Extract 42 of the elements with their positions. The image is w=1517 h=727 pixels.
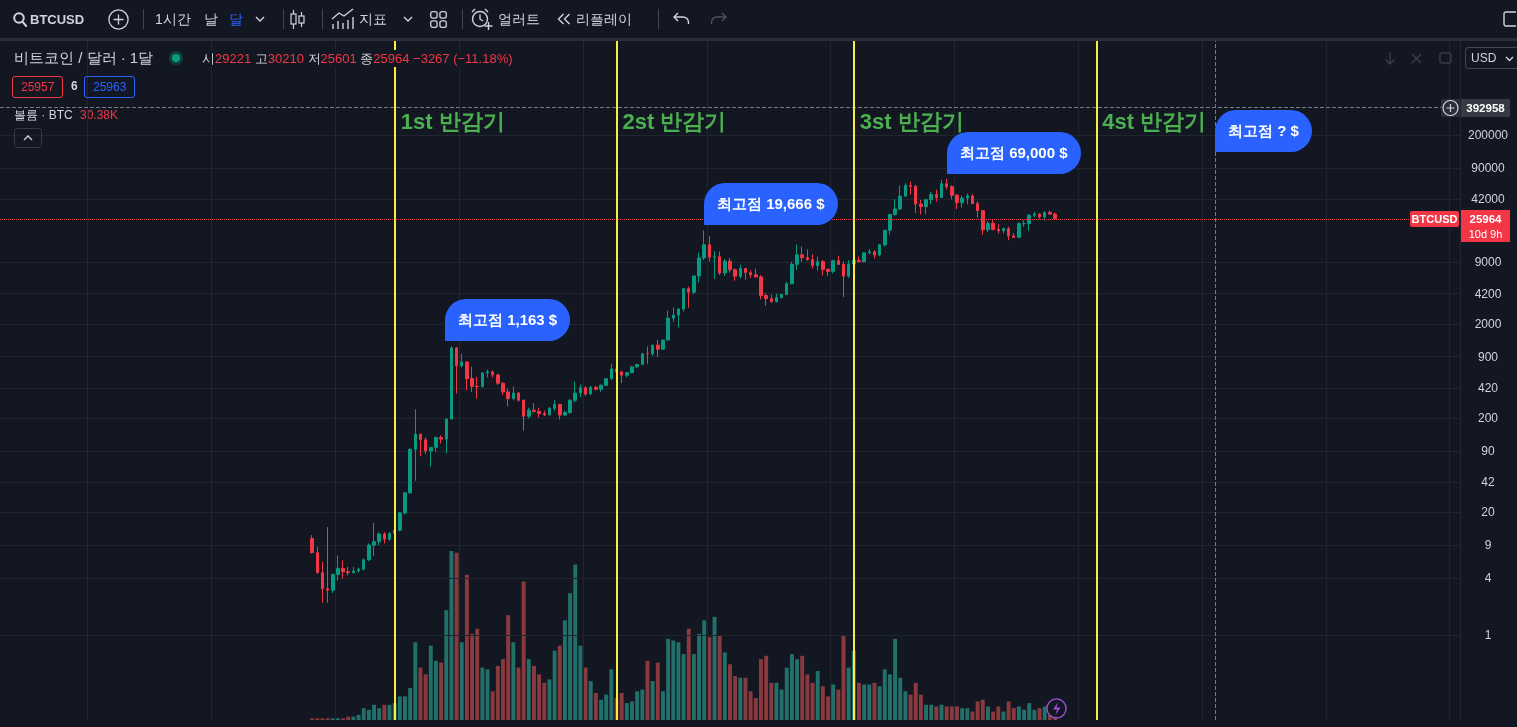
- text: 달: [229, 11, 243, 27]
- y-tick-label: 200000: [1467, 128, 1509, 143]
- annotation: 1st 반감기: [400, 109, 505, 134]
- y-tick-label: 900: [1477, 349, 1499, 364]
- y-tick-label: 4200: [1474, 286, 1502, 301]
- text: 얼러트: [498, 11, 540, 27]
- annotation: 6: [71, 78, 78, 95]
- y-tick-label: 200: [1477, 411, 1499, 426]
- y-tick-label: 20: [1481, 505, 1495, 520]
- annotation: 최고점 1,163 $: [445, 299, 571, 341]
- annotation: 최고점 69,000 $: [960, 144, 1068, 161]
- y-tick-label: 420: [1477, 380, 1499, 395]
- ref-line-label: 392958: [1461, 99, 1510, 117]
- text: USD: [1465, 47, 1517, 69]
- y-tick-label: 90: [1481, 443, 1495, 458]
- chart-title: 볼륨 · BTC: [14, 108, 73, 122]
- y-tick-label: 90000: [1471, 161, 1506, 175]
- annotation: 최고점 19,666 $: [704, 183, 838, 225]
- y-tick-label: 9: [1484, 538, 1492, 553]
- y-tick-label: 4: [1484, 571, 1492, 586]
- y-tick-label: 42000: [1471, 192, 1506, 207]
- annotation: 25963: [84, 76, 136, 98]
- annotation: 25957: [12, 76, 64, 98]
- text: 비트코인 / 달러 · 1달: [14, 49, 154, 66]
- y-tick-label: 1: [1484, 628, 1492, 643]
- text: BTCUSD: [30, 11, 85, 27]
- y-tick-label: 9000: [1474, 255, 1502, 270]
- text: 날: [204, 11, 218, 27]
- text: 리플레이: [576, 11, 632, 27]
- text: 1시간: [155, 11, 191, 27]
- annotation: BTCUSD: [1410, 211, 1459, 227]
- text: 시29221 고30210 저25601 종25964 −3267 (−11.18%): [202, 51, 513, 66]
- y-tick-label: 2000: [1474, 316, 1502, 331]
- text: 10d 9h: [1461, 228, 1510, 242]
- annotation: 30.38K: [80, 108, 119, 122]
- annotation: 4st 반감기: [1102, 109, 1207, 134]
- y-tick-label: 42: [1481, 475, 1495, 490]
- annotation: 2st 반감기: [622, 109, 727, 134]
- text: 지표: [359, 11, 387, 27]
- annotation: 최고점 ? $: [1215, 110, 1312, 152]
- ref-line-label: 25964: [1461, 210, 1510, 228]
- annotation: 3st 반감기: [859, 109, 964, 134]
